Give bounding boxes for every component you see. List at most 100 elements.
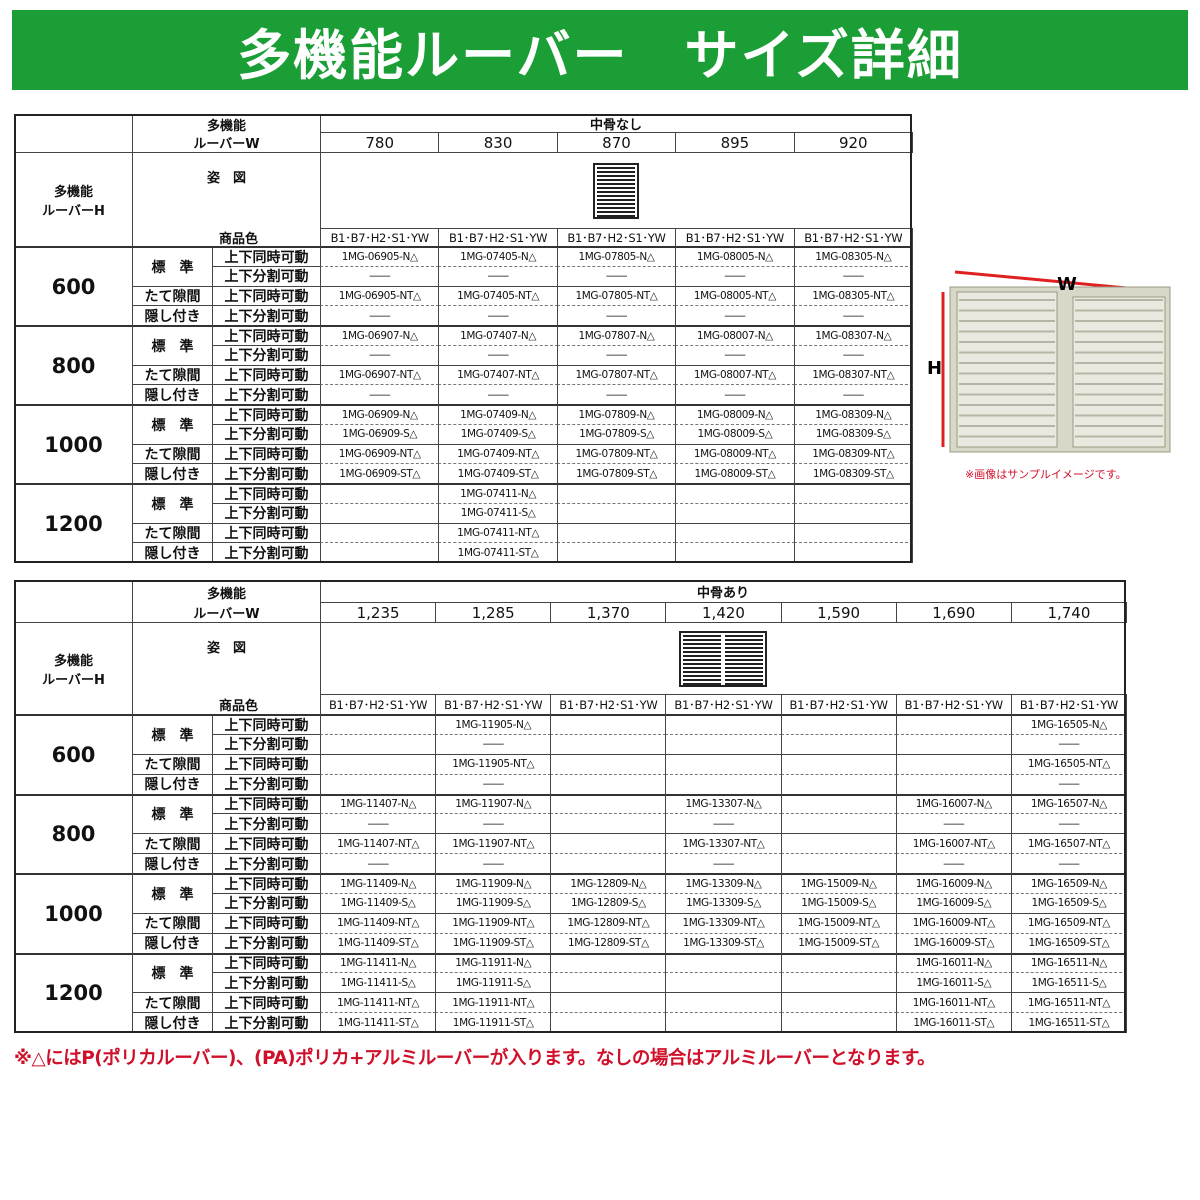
figure-label-text: 姿 図 — [206, 641, 246, 656]
type-cell: 標 準 — [132, 404, 213, 445]
movement-label: 上下分割可動 — [224, 466, 309, 483]
type-label: たて隙間 — [144, 995, 201, 1012]
type-label: たて隙間 — [144, 367, 201, 384]
movement-cell: 上下同時可動 — [212, 992, 321, 1014]
product-code: 1MG-16009-N△ — [915, 877, 992, 890]
height-value: 1200 — [44, 981, 103, 1006]
height-value: 1000 — [44, 901, 103, 926]
product-code: 1MG-07405-N△ — [460, 250, 537, 263]
product-code: 1MG-16007-NT△ — [912, 837, 995, 850]
product-code: 1MG-16011-N△ — [915, 957, 992, 970]
product-code: 1MG-15009-N△ — [800, 877, 877, 890]
product-code: 1MG-13307-NT△ — [682, 837, 765, 850]
movement-cell: 上下分割可動 — [212, 813, 321, 835]
product-code: 1MG-07411-N△ — [460, 487, 537, 500]
color-value: B1･B7･H2･S1･YW — [330, 230, 430, 245]
product-code: ―― — [369, 270, 391, 283]
movement-label: 上下分割可動 — [224, 348, 309, 365]
height-cell: 600 — [14, 246, 133, 326]
width-value: 895 — [720, 133, 750, 152]
type-label: たて隙間 — [144, 288, 201, 305]
product-code: 1MG-07409-NT△ — [457, 447, 540, 460]
code-cell: 1MG-07809-NT△ — [556, 443, 677, 465]
figure-label: 姿 図 — [132, 152, 321, 229]
product-code: ―― — [843, 309, 864, 322]
color-value: B1･B7･H2･S1･YW — [1019, 697, 1119, 712]
product-code: ―― — [487, 349, 509, 362]
product-code: ―― — [943, 857, 965, 870]
width-value: 1,590 — [817, 603, 861, 622]
movement-cell: 上下同時可動 — [212, 325, 321, 346]
type-label: 標 準 — [151, 807, 194, 824]
product-code: 1MG-11905-NT△ — [452, 758, 535, 771]
type-label: たて隙間 — [144, 916, 201, 933]
movement-label: 上下同時可動 — [224, 407, 309, 424]
movement-label: 上下同時可動 — [224, 446, 309, 463]
movement-label: 上下分割可動 — [224, 816, 309, 833]
code-cell: ―― — [320, 265, 440, 287]
height-value: 800 — [51, 353, 96, 378]
product-code: 1MG-16505-N△ — [1030, 718, 1107, 731]
type-cell: 隠し付き — [132, 542, 213, 563]
figure-label: 姿 図 — [132, 622, 321, 695]
code-cell: 1MG-11409-ST△ — [320, 932, 437, 954]
width-value: 780 — [365, 133, 395, 152]
color-cell: B1･B7･H2･S1･YW — [895, 694, 1012, 715]
movement-cell: 上下分割可動 — [212, 305, 321, 326]
product-code: 1MG-11909-NT△ — [452, 917, 535, 930]
movement-label: 上下同時可動 — [224, 367, 309, 384]
product-code: ―― — [483, 857, 504, 870]
product-code: 1MG-15009-S△ — [801, 897, 877, 910]
movement-label: 上下分割可動 — [224, 387, 309, 404]
product-code: 1MG-07411-S△ — [460, 507, 536, 520]
product-code: ―― — [487, 388, 509, 401]
code-cell: 1MG-06909-S△ — [320, 423, 440, 445]
type-label: たて隙間 — [144, 446, 201, 463]
product-code: ―― — [367, 857, 389, 870]
code-cell: 1MG-15009-NT△ — [780, 912, 897, 934]
movement-label: 上下分割可動 — [224, 936, 309, 953]
table-frame — [14, 114, 912, 563]
w-label-line: 多機能 — [206, 586, 246, 602]
code-cell: 1MG-07409-ST△ — [438, 463, 558, 484]
width-value: 1,285 — [471, 603, 515, 622]
movement-label: 上下同時可動 — [224, 525, 309, 542]
product-code: ―― — [843, 270, 864, 283]
color-value: B1･B7･H2･S1･YW — [567, 230, 666, 245]
color-label-text: 商品色 — [218, 698, 258, 714]
product-code: ―― — [369, 349, 391, 362]
color-cell: B1･B7･H2･S1･YW — [665, 694, 782, 715]
product-code: 1MG-11907-NT△ — [452, 837, 535, 850]
product-code: 1MG-16007-N△ — [915, 798, 992, 811]
product-code: 1MG-11409-N△ — [340, 877, 417, 890]
height-value: 1200 — [44, 511, 103, 536]
product-code: 1MG-11411-ST△ — [337, 1016, 419, 1029]
product-code: 1MG-15009-ST△ — [798, 937, 880, 950]
product-code: 1MG-11911-S△ — [455, 976, 531, 989]
page-title: 多機能ルーバー サイズ詳細 — [12, 10, 1188, 90]
code-cell: 1MG-13307-N△ — [665, 793, 782, 815]
code-cell: 1MG-06909-NT△ — [320, 443, 440, 465]
movement-label: 上下分割可動 — [224, 506, 309, 523]
product-code: 1MG-11911-NT△ — [452, 996, 535, 1009]
code-cell: 1MG-07411-NT△ — [438, 522, 558, 544]
product-code: 1MG-16009-NT△ — [912, 917, 995, 930]
product-code: ―― — [724, 270, 746, 283]
product-code: 1MG-08007-N△ — [696, 329, 773, 342]
product-code: ―― — [483, 738, 504, 751]
movement-cell: 上下同時可動 — [212, 364, 321, 386]
product-code: 1MG-16011-S△ — [916, 976, 992, 989]
movement-label: 上下同時可動 — [224, 995, 309, 1012]
product-code: 1MG-07409-N△ — [460, 408, 537, 421]
code-cell: 1MG-07409-N△ — [438, 404, 558, 425]
product-code: 1MG-11407-NT△ — [337, 837, 420, 850]
product-code: 1MG-11907-N△ — [455, 798, 532, 811]
type-cell: 標 準 — [132, 714, 213, 755]
code-cell: 1MG-16507-N△ — [1010, 793, 1127, 815]
w-label-line: 多機能 — [206, 118, 246, 134]
product-code: 1MG-08009-N△ — [696, 408, 773, 421]
color-value: B1･B7･H2･S1･YW — [448, 230, 548, 245]
type-label: 隠し付き — [144, 545, 201, 562]
product-code: 1MG-07407-NT△ — [457, 368, 540, 381]
product-code: ―― — [724, 309, 746, 322]
